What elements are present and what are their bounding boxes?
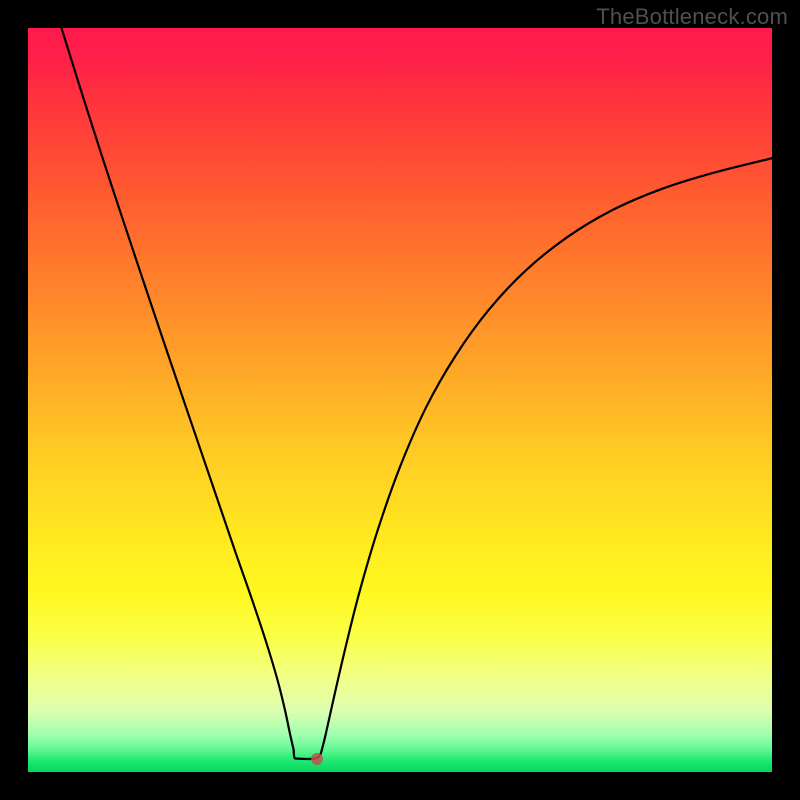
chart-gradient-background <box>28 28 772 772</box>
watermark-text: TheBottleneck.com <box>596 4 788 30</box>
chart-container <box>28 28 772 772</box>
